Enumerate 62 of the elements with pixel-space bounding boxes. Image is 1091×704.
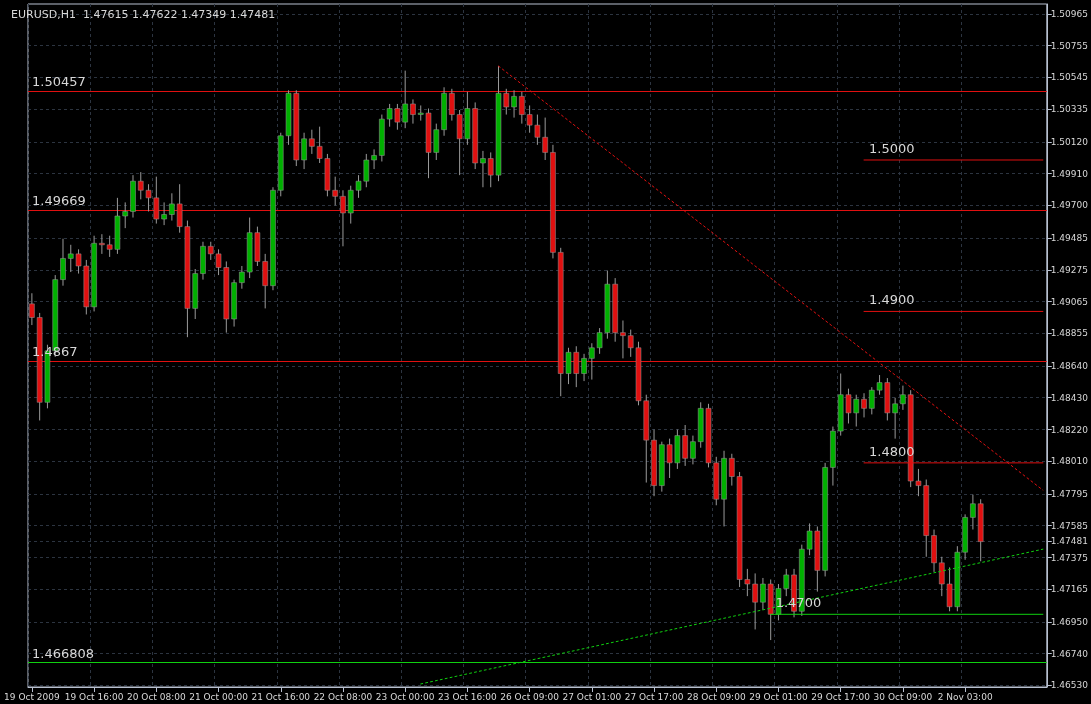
x-tick-label: 2 Nov 03:00	[937, 691, 993, 702]
candlestick	[760, 577, 766, 611]
y-tick-label: 1.50335	[1050, 104, 1088, 115]
y-tick-label: 1.47795	[1050, 488, 1088, 499]
y-tick-label: 1.48855	[1050, 328, 1088, 339]
y-tick-label: 1.48640	[1050, 360, 1089, 371]
x-tick-label: 29 Oct 01:00	[749, 691, 809, 702]
x-tick-label: 22 Oct 08:00	[313, 691, 373, 702]
y-tick-label: 1.46740	[1050, 648, 1089, 659]
x-tick-label: 30 Oct 09:00	[873, 691, 933, 702]
chart-title: EURUSD,H1 1.47615 1.47622 1.47349 1.47481	[11, 8, 276, 21]
y-tick-label: 1.48430	[1050, 392, 1089, 403]
ref-line-label: 1.49669	[32, 193, 86, 209]
candlestick	[410, 98, 416, 125]
x-tick-label: 19 Oct 16:00	[64, 691, 124, 702]
ref-line-label: 1.466808	[32, 645, 95, 661]
candlestick	[690, 435, 696, 465]
candlestick	[511, 89, 517, 119]
candlestick	[301, 132, 307, 170]
candlestick	[581, 353, 587, 382]
y-tick-label: 1.50755	[1050, 40, 1088, 51]
candlestick	[161, 201, 167, 226]
y-tick-label: 1.49065	[1050, 296, 1088, 307]
x-tick-label: 19 Oct 2009	[4, 691, 60, 702]
series-label: 1.4900	[869, 292, 915, 308]
x-tick-label: 26 Oct 09:00	[500, 691, 560, 702]
candlestick	[620, 320, 626, 359]
y-tick-label: 1.46530	[1050, 680, 1089, 691]
y-tick-label: 1.49700	[1050, 200, 1089, 211]
candlestick	[371, 148, 377, 170]
candlestick	[29, 292, 35, 326]
x-tick-label: 20 Oct 08:00	[126, 691, 186, 702]
y-tick-label: 1.49485	[1050, 232, 1088, 243]
y-tick-label: 1.46950	[1050, 616, 1089, 627]
y-tick-label: 1.47585	[1050, 520, 1088, 531]
x-tick-label: 29 Oct 17:00	[811, 691, 871, 702]
x-tick-label: 23 Oct 00:00	[375, 691, 435, 702]
y-tick-label: 1.48220	[1050, 424, 1089, 435]
candlestick	[900, 385, 906, 411]
x-tick-label: 27 Oct 17:00	[624, 691, 684, 702]
y-tick-label: 1.47165	[1050, 584, 1088, 595]
candlestick	[169, 192, 175, 222]
series-label: 1.5000	[869, 140, 915, 156]
y-tick-label: 1.48010	[1050, 456, 1089, 467]
candlestick	[861, 392, 867, 418]
y-tick-label: 1.50545	[1050, 72, 1088, 83]
y-tick-label: 1.49910	[1050, 168, 1089, 179]
candlestick	[60, 238, 66, 287]
candlestick	[99, 233, 105, 255]
y-tick-label: 1.49275	[1050, 264, 1088, 275]
x-tick-label: 27 Oct 01:00	[562, 691, 622, 702]
ref-line-label: 1.50457	[32, 73, 86, 89]
candlestick	[970, 494, 976, 530]
x-tick-label: 21 Oct 16:00	[251, 691, 311, 702]
x-tick-label: 21 Oct 00:00	[189, 691, 249, 702]
candlestick	[480, 150, 486, 188]
y-tick-label: 1.50120	[1050, 136, 1089, 147]
x-tick-label: 28 Oct 09:00	[686, 691, 746, 702]
y-tick-label: 1.47375	[1050, 552, 1088, 563]
y-tick-label: 1.47481	[1050, 536, 1088, 547]
x-tick-label: 23 Oct 16:00	[438, 691, 498, 702]
y-tick-label: 1.50965	[1050, 8, 1088, 19]
